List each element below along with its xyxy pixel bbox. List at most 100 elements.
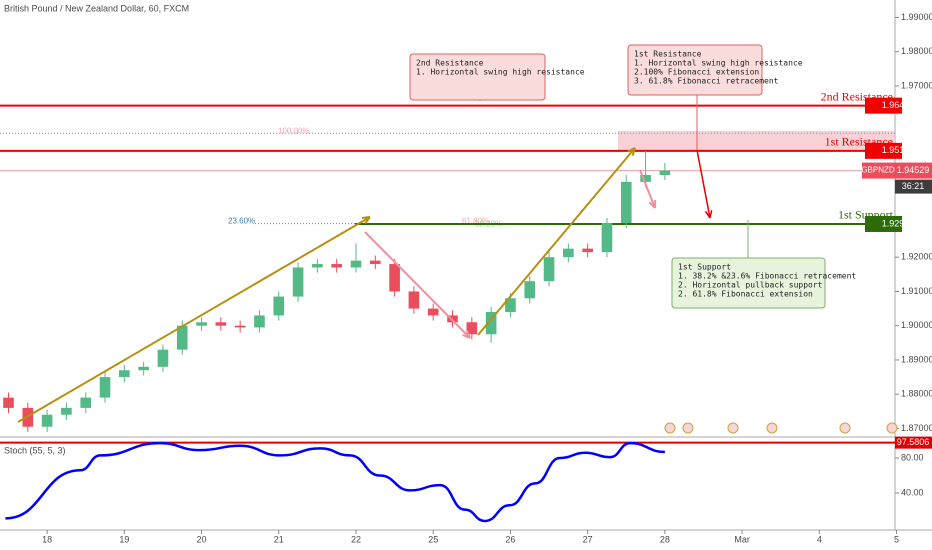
candle-body [234, 325, 246, 328]
y-tick-label: 1.97000 [901, 80, 932, 90]
indicator-name: Stoch (55, 5, 3) [4, 445, 66, 455]
note-line: 2. 61.8% Fibonacci extension [678, 290, 813, 299]
arrow-line [477, 147, 636, 336]
countdown-box [895, 179, 932, 194]
x-tick-label: 28 [660, 534, 670, 544]
level-price: 1.96425 [882, 100, 915, 110]
x-tick-label: 5 [894, 534, 899, 544]
indicator-line [5, 441, 665, 523]
indicator-y-tick-label: 40.00 [901, 487, 924, 497]
note-box [627, 44, 763, 96]
indicator-last-box [895, 436, 932, 449]
candle-body [640, 175, 651, 182]
candle-body [582, 248, 593, 253]
y-tick-label: 1.89000 [901, 354, 932, 364]
x-tick-label: 22 [351, 534, 361, 544]
candle-body [157, 349, 169, 367]
x-tick-label: Mar [734, 534, 750, 544]
x-tick-label: 25 [428, 534, 438, 544]
level-price-box [865, 215, 902, 232]
candle-body [119, 370, 130, 378]
y-tick-label: 1.92000 [901, 252, 932, 262]
candle-body [369, 260, 381, 265]
candle-body [543, 257, 555, 282]
candle-body [447, 315, 458, 323]
arrow-line [364, 231, 471, 339]
x-tick-label: 27 [583, 534, 593, 544]
resistance-zone [618, 130, 895, 151]
candle-body [466, 322, 478, 335]
countdown: 36:21 [902, 181, 925, 191]
note-line: 1. Horizontal swing high resistance [416, 68, 585, 77]
level-price: 1.95105 [882, 145, 915, 155]
chart-title: British Pound / New Zealand Dollar, 60, … [4, 3, 189, 13]
note-line: 1. Horizontal swing high resistance [634, 59, 803, 68]
candle-body [273, 296, 285, 316]
event-icon [839, 422, 851, 434]
candle-body [99, 377, 111, 398]
y-tick-label: 1.91000 [901, 286, 932, 296]
candle-body [138, 366, 149, 371]
arrow-line [639, 169, 656, 209]
candle-body [389, 264, 400, 292]
level-price-box [865, 142, 902, 159]
event-icon [766, 422, 778, 434]
note-line: 3. 61.8% Fibonacci retracement [634, 77, 779, 86]
candle-body [620, 181, 632, 223]
candle-body [61, 407, 72, 415]
candle-body [196, 322, 207, 326]
note-title: 2nd Resistance [416, 59, 484, 68]
event-icon [664, 422, 676, 434]
candle-body [215, 322, 227, 326]
candle-body [292, 267, 304, 297]
current-symbol-box [862, 162, 895, 179]
note-box [671, 257, 826, 309]
current-price: 1.94529 [897, 165, 930, 175]
indicator-y-tick-label: 80.00 [901, 452, 924, 462]
candle-body [659, 170, 671, 176]
arrow-head [648, 199, 657, 209]
candle-body [254, 315, 265, 328]
x-tick-label: 4 [817, 534, 822, 544]
x-tick-label: 18 [42, 534, 52, 544]
candle-body [350, 260, 362, 268]
arrow-head [704, 210, 713, 219]
arrow-head [627, 147, 636, 156]
candle-body [41, 414, 53, 427]
arrow-head [462, 330, 471, 339]
arrow-head [361, 216, 371, 224]
y-tick-label: 1.87000 [901, 423, 932, 433]
candle-body [408, 291, 420, 309]
x-tick-label: 26 [505, 534, 515, 544]
candle-body [331, 264, 342, 268]
note-box [409, 53, 546, 101]
note-title: 1st Resistance [634, 50, 702, 59]
candle-body [312, 264, 323, 268]
x-tick-label: 19 [119, 534, 129, 544]
event-icon [682, 422, 694, 434]
fib-label: 61.80% [462, 217, 489, 226]
arrow-line [696, 149, 711, 219]
note-title: 1st Support [678, 263, 731, 272]
candle-body [80, 397, 92, 408]
level-price: 1.92970 [882, 218, 915, 228]
indicator-last-label: 97.5806 [897, 437, 930, 447]
y-tick-label: 1.99000 [901, 12, 932, 22]
candle-body [524, 281, 536, 299]
current-price-box [895, 162, 932, 179]
x-tick-label: 20 [197, 534, 207, 544]
level-price-box [865, 97, 902, 114]
y-tick-label: 1.90000 [901, 320, 932, 330]
plot: 1.87000 1.88000 1.89000 1.90000 1.91000 1.920… [0, 12, 932, 544]
candle-body [563, 248, 574, 258]
current-symbol: GBPNZD [861, 166, 895, 175]
candle-body [3, 397, 14, 408]
fib-label: 100.00% [278, 126, 310, 135]
fib-label: 23.60% [228, 217, 255, 226]
y-tick-label: 1.98000 [901, 46, 932, 56]
x-tick-label: 21 [274, 534, 284, 544]
candle-body [427, 308, 439, 316]
note-line: 1. 38.2% &23.6% Fibonacci retracement [678, 272, 856, 281]
event-icon [886, 422, 898, 434]
